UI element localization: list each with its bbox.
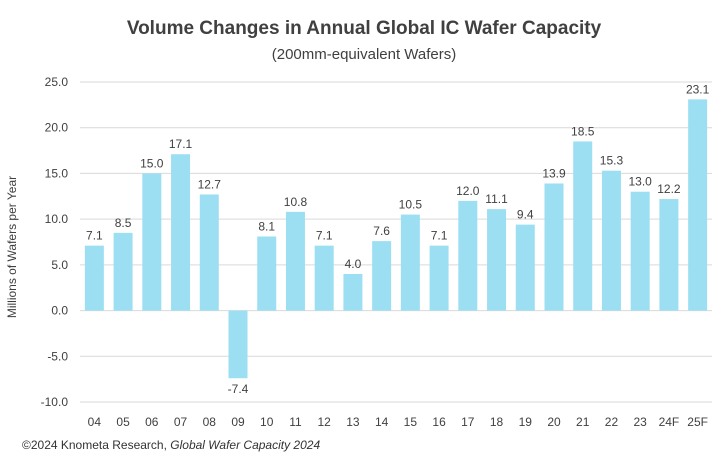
data-label: 12.0 [456, 184, 480, 198]
bar [113, 232, 133, 311]
bar [285, 211, 305, 311]
y-tick-label: -5.0 [47, 349, 68, 363]
data-label: 11.1 [485, 192, 508, 206]
bar [142, 173, 162, 311]
x-tick-label: 21 [576, 415, 590, 429]
x-tick-label: 24F [659, 415, 680, 429]
bar [573, 141, 593, 311]
x-tick-label: 18 [490, 415, 504, 429]
data-label: 8.1 [258, 220, 275, 234]
bar [515, 224, 535, 311]
x-tick-label: 22 [605, 415, 619, 429]
data-label: 7.1 [86, 229, 103, 243]
x-tick-labels: 04 05 06 07 08 09 10 11 12 13 14 15 16 17 18 19 20 21 22 23… [88, 415, 708, 429]
data-label: 23.1 [686, 82, 710, 96]
source-credit: ©2024 Knometa Research, Global Wafer Cap… [22, 438, 320, 452]
data-label: 15.0 [140, 156, 164, 170]
data-label: 7.1 [316, 229, 333, 243]
x-tick-label: 16 [432, 415, 446, 429]
bar [257, 236, 277, 311]
x-tick-label: 11 [289, 415, 302, 429]
bar [429, 245, 449, 311]
x-tick-label: 09 [231, 415, 245, 429]
x-tick-label: 14 [375, 415, 389, 429]
x-tick-label: 10 [260, 415, 274, 429]
y-tick-label: 15.0 [45, 166, 69, 180]
data-label: 8.5 [115, 216, 132, 230]
y-tick-label: 5.0 [51, 258, 68, 272]
x-tick-label: 07 [174, 415, 188, 429]
data-label: 9.4 [517, 208, 534, 222]
chart-subtitle: (200mm-equivalent Wafers) [271, 46, 457, 63]
x-tick-label: 20 [547, 415, 561, 429]
data-label: 18.5 [571, 124, 595, 138]
x-tick-label: 08 [203, 415, 217, 429]
data-label: 12.2 [657, 182, 681, 196]
data-label: 10.8 [284, 195, 308, 209]
data-label: -7.4 [228, 382, 249, 396]
x-tick-label: 06 [145, 415, 159, 429]
y-tick-labels: -10.0 -5.0 0.0 5.0 10.0 15.0 20.0 25.0 [41, 75, 69, 409]
data-label: 17.1 [169, 137, 193, 151]
bar [228, 310, 248, 379]
data-label: 10.5 [399, 198, 423, 212]
data-label: 7.6 [373, 224, 390, 238]
bar [659, 199, 679, 311]
x-tick-label: 17 [461, 415, 475, 429]
source-title: Global Wafer Capacity 2024 [170, 438, 321, 452]
bar [199, 194, 219, 311]
bar [544, 183, 564, 311]
bar [171, 154, 191, 311]
y-tick-label: 0.0 [51, 304, 68, 318]
y-tick-label: -10.0 [41, 395, 69, 409]
data-labels: 7.1 8.5 15.0 17.1 12.7 -7.4 8.1 10.8 7.1 4.0 7.6 10… [86, 82, 710, 396]
x-tick-label: 13 [346, 415, 360, 429]
bar [314, 245, 334, 311]
bar [630, 191, 650, 311]
y-tick-label: 10.0 [45, 212, 69, 226]
x-tick-label: 15 [404, 415, 418, 429]
x-tick-label: 04 [88, 415, 102, 429]
bar [372, 241, 392, 311]
y-tick-label: 25.0 [45, 75, 69, 89]
bar [458, 200, 478, 311]
bar [400, 214, 420, 311]
data-label: 13.9 [542, 166, 566, 180]
data-label: 4.0 [345, 257, 362, 271]
bar [601, 170, 621, 311]
bars [84, 99, 708, 379]
y-tick-label: 20.0 [45, 121, 69, 135]
bar [343, 274, 363, 311]
data-label: 13.0 [629, 175, 653, 189]
x-tick-label: 23 [634, 415, 648, 429]
x-tick-label: 12 [318, 415, 332, 429]
x-tick-label: 19 [519, 415, 533, 429]
x-tick-label: 25F [687, 415, 708, 429]
x-tick-label: 05 [116, 415, 130, 429]
data-label: 12.7 [198, 177, 222, 191]
data-label: 15.3 [600, 154, 624, 168]
data-label: 7.1 [431, 229, 448, 243]
bar [688, 99, 708, 311]
chart-title: Volume Changes in Annual Global IC Wafer… [126, 18, 602, 39]
bar [487, 209, 507, 311]
source-prefix: ©2024 Knometa Research, [22, 438, 171, 452]
bar [84, 245, 104, 311]
